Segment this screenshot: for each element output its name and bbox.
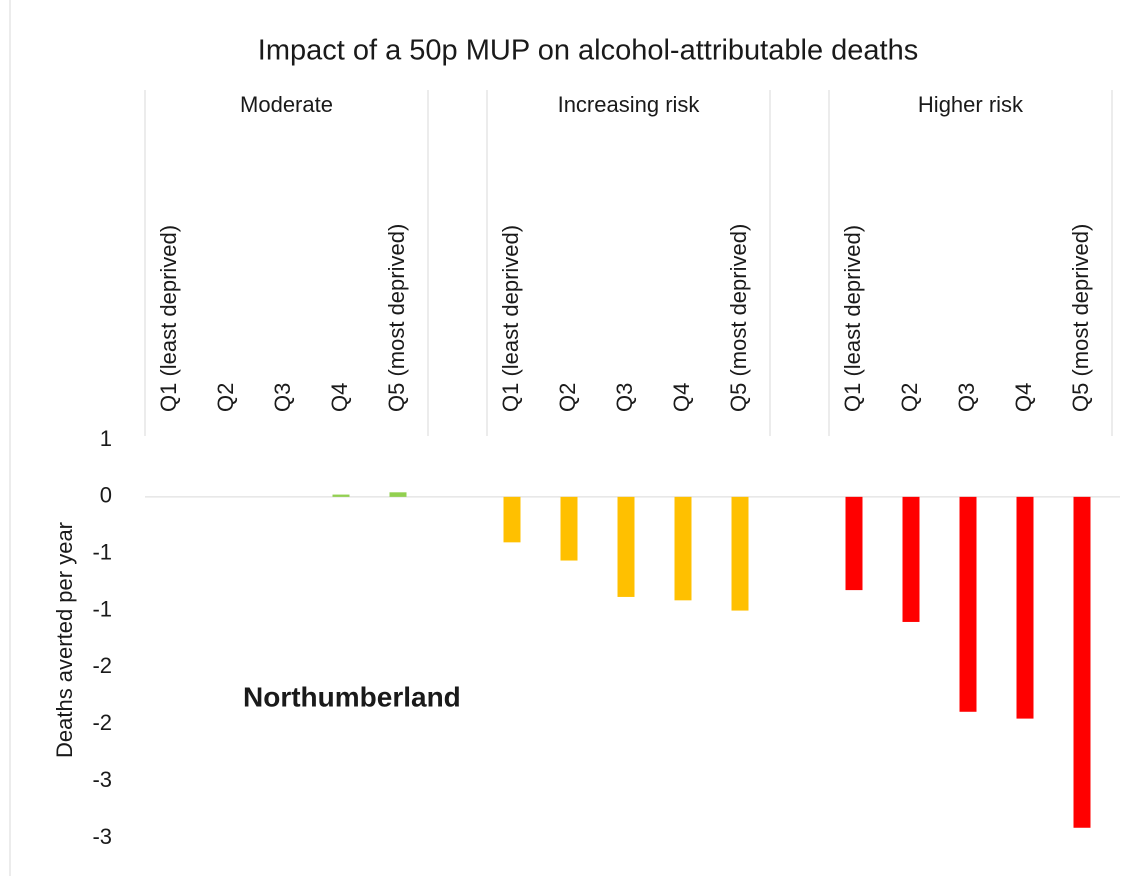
y-tick-label: -1: [92, 596, 112, 621]
bar: [1073, 496, 1091, 828]
y-tick-label: -2: [92, 653, 112, 678]
group-label: Higher risk: [918, 92, 1024, 117]
bar: [332, 494, 350, 497]
x-tick-label: Q1 (least deprived): [498, 225, 523, 412]
bar: [617, 496, 635, 597]
y-axis-label: Deaths averted per year: [52, 522, 77, 758]
x-tick-label: Q1 (least deprived): [840, 225, 865, 412]
y-tick-label: -3: [92, 824, 112, 849]
bar: [674, 496, 692, 601]
x-tick-label: Q3: [612, 383, 637, 412]
bar: [503, 496, 521, 543]
y-tick-label: -3: [92, 767, 112, 792]
x-tick-label: Q3: [270, 383, 295, 412]
bar: [845, 496, 863, 591]
x-tick-label: Q5 (most deprived): [1068, 224, 1093, 412]
x-tick-label: Q5 (most deprived): [726, 224, 751, 412]
x-tick-label: Q2: [555, 383, 580, 412]
y-tick-label: 1: [100, 426, 112, 451]
x-tick-label: Q2: [213, 383, 238, 412]
bar: [959, 496, 977, 712]
x-tick-label: Q5 (most deprived): [384, 224, 409, 412]
group-label: Increasing risk: [558, 92, 701, 117]
x-tick-label: Q1 (least deprived): [156, 225, 181, 412]
y-tick-label: -1: [92, 540, 112, 565]
x-tick-label: Q3: [954, 383, 979, 412]
annotation: Northumberland: [243, 681, 461, 712]
x-tick-label: Q4: [669, 383, 694, 412]
bar: [389, 492, 407, 497]
bar: [1016, 496, 1034, 719]
chart-title: Impact of a 50p MUP on alcohol-attributa…: [258, 35, 918, 67]
y-tick-label: 0: [100, 483, 112, 508]
group-label: Moderate: [240, 92, 333, 117]
bar: [560, 496, 578, 561]
y-tick-label: -2: [92, 710, 112, 735]
x-tick-label: Q4: [327, 383, 352, 412]
bar: [731, 496, 749, 611]
x-tick-label: Q2: [897, 383, 922, 412]
bar: [902, 496, 920, 622]
x-tick-label: Q4: [1011, 383, 1036, 412]
